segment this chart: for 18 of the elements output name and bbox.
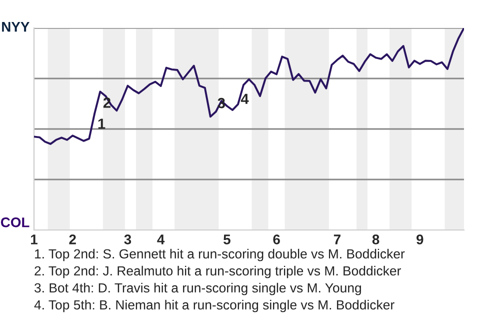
text: 3. Bot 4th: D. Travis hit a run-scoring single vs M. Young (34, 282, 361, 296)
x-tick-label: 7 (334, 234, 340, 244)
x-tick-label: 2 (69, 234, 76, 244)
x-tick-label: 6 (273, 234, 280, 244)
x-tick-label: 1 (31, 234, 38, 244)
text: NYY (2, 22, 30, 32)
text: 2. Top 2nd: J. Realmuto hit a run-scoring triple vs M. Boddicker (34, 266, 401, 278)
x-tick-label: 4 (157, 234, 165, 244)
x-tick-label: 8 (372, 234, 380, 244)
text: 1. Top 2nd: S. Gennett hit a run-scoring double vs M. Boddicker (35, 248, 405, 262)
x-tick-label: 5 (224, 234, 230, 244)
x-tick-label: 9 (416, 234, 424, 244)
x-tick-label: 3 (124, 234, 132, 244)
annotation: 1 (98, 118, 106, 129)
text: COL (0, 217, 30, 228)
annotation: 3 (218, 98, 225, 108)
annotation: 4 (240, 94, 249, 104)
text: 4. Top 5th: B. Nieman hit a run-scoring single vs M. Boddicker (34, 300, 394, 312)
